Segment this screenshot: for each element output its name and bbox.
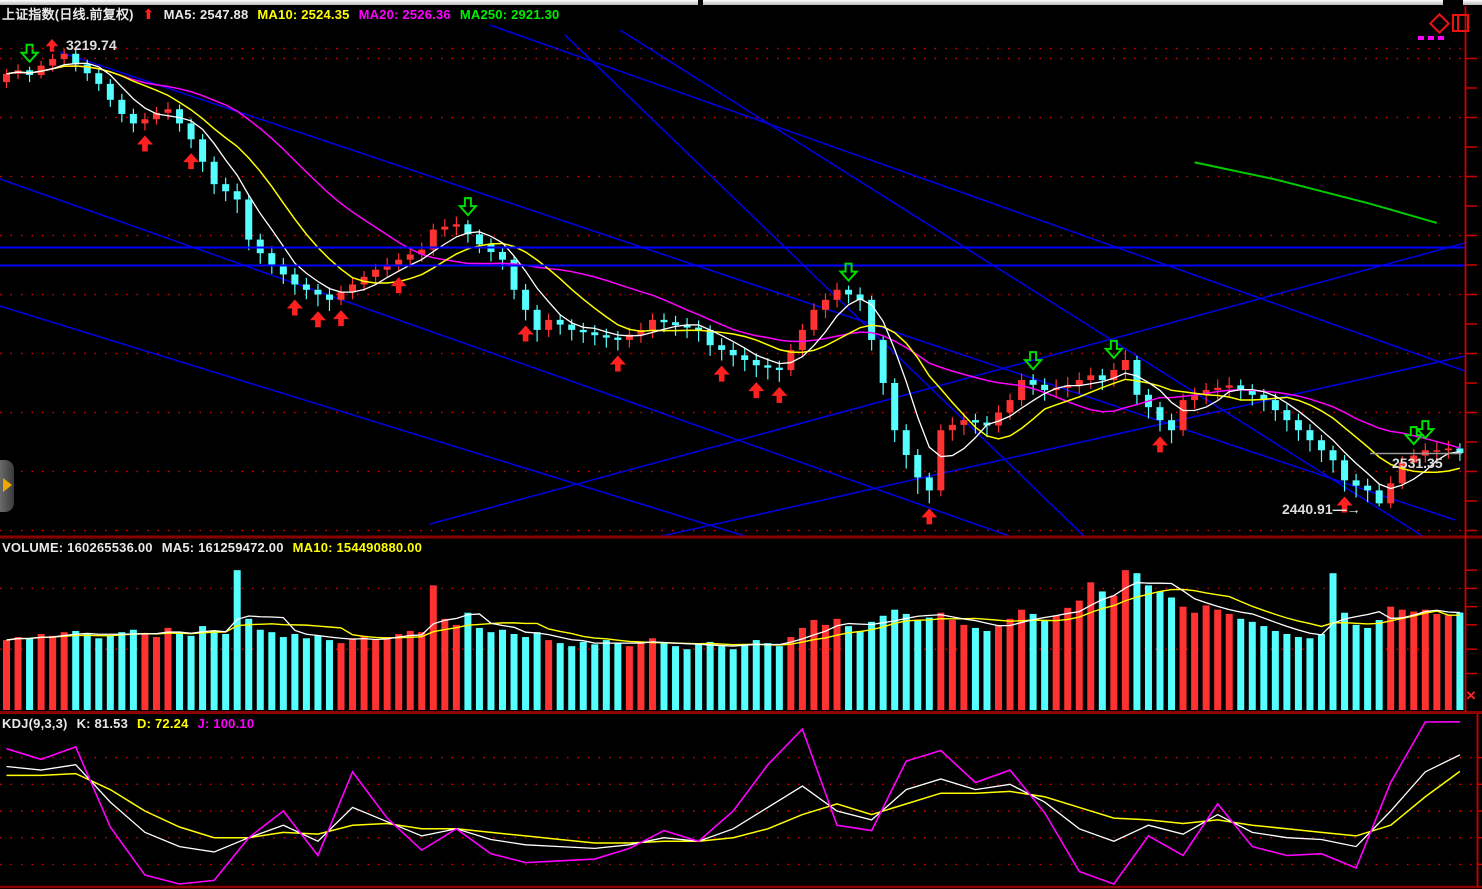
kdj-panel-header: KDJ(9,3,3) K: 81.53 D: 72.24 J: 100.10 (2, 716, 254, 731)
ma20-value: MA20: 2526.36 (358, 7, 451, 22)
kdj-j-value: J: 100.10 (197, 716, 255, 731)
right-arrow-icon: —→ (1332, 501, 1361, 517)
diamond-outline-icon[interactable] (1428, 12, 1451, 35)
price-panel-header: 上证指数(日线.前复权) ⬆ MA5: 2547.88 MA10: 2524.3… (2, 4, 559, 23)
kdj-d-value: D: 72.24 (137, 716, 189, 731)
volume-ma10-value: MA10: 154490880.00 (292, 540, 423, 555)
split-window-icon[interactable] (1452, 14, 1469, 32)
volume-ma5-value: MA5: 161259472.00 (161, 540, 284, 555)
chart-toolbar (1415, 12, 1477, 44)
panel-close-button[interactable]: × (1466, 686, 1476, 705)
top-edge-notch (1443, 0, 1463, 5)
sidebar-expander-tab[interactable] (0, 460, 14, 512)
kdj-k-value: K: 81.53 (76, 716, 129, 731)
ma250-value: MA250: 2921.30 (459, 7, 560, 22)
low-price-annotation: 2440.91—→ (1282, 501, 1361, 517)
kdj-name: KDJ(9,3,3) (2, 716, 68, 731)
ma5-value: MA5: 2547.88 (163, 7, 249, 22)
up-arrow-icon: ⬆ (142, 6, 155, 22)
high-price-annotation: 3219.74 (66, 37, 117, 53)
window-top-edge (0, 0, 1482, 5)
ma10-value: MA10: 2524.35 (257, 7, 350, 22)
top-edge-notch (698, 0, 703, 5)
magenta-ellipsis-icon[interactable] (1418, 36, 1444, 40)
last-price-annotation: 2531.35 (1392, 455, 1443, 471)
volume-panel-header: VOLUME: 160265536.00 MA5: 161259472.00 M… (2, 540, 422, 555)
window-pane-divider (1457, 16, 1459, 30)
symbol-title: 上证指数(日线.前复权) (2, 7, 134, 22)
volume-value: VOLUME: 160265536.00 (2, 540, 153, 555)
expand-panel-arrow-icon (3, 478, 12, 492)
